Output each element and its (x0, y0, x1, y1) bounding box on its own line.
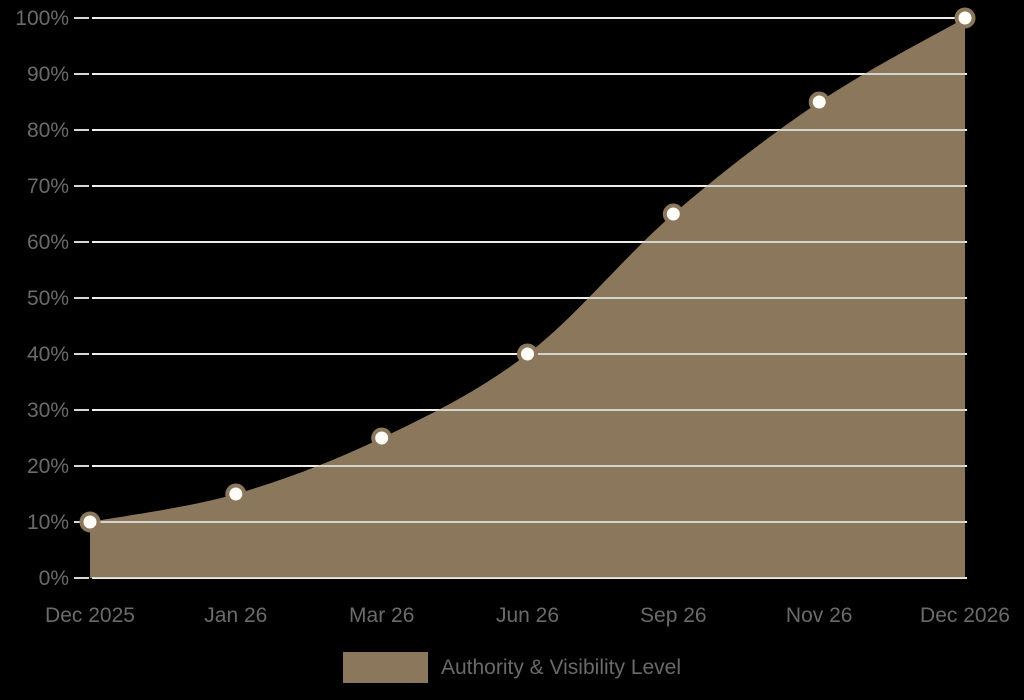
legend-label: Authority & Visibility Level (440, 655, 682, 679)
data-point-marker[interactable] (225, 483, 247, 505)
legend-item[interactable]: Authority & Visibility Level (0, 650, 1024, 684)
x-axis-label: Dec 2026 (920, 604, 1010, 627)
x-axis-label: Nov 26 (786, 604, 853, 627)
y-axis-label: 80% (27, 119, 69, 142)
y-axis-label: 10% (27, 511, 69, 534)
y-axis-label: 90% (27, 63, 69, 86)
x-axis-label: Dec 2025 (45, 604, 135, 627)
y-axis-label: 50% (27, 287, 69, 310)
x-axis-label: Sep 26 (640, 604, 707, 627)
data-point-marker[interactable] (808, 91, 830, 113)
data-point-marker[interactable] (79, 511, 101, 533)
x-axis-label: Jan 26 (204, 604, 267, 627)
y-axis-label: 100% (15, 7, 69, 30)
y-axis-label: 0% (39, 567, 69, 590)
y-axis-label: 30% (27, 399, 69, 422)
y-axis-label: 60% (27, 231, 69, 254)
y-axis-label: 20% (27, 455, 69, 478)
x-axis-label: Mar 26 (349, 604, 414, 627)
y-axis-label: 40% (27, 343, 69, 366)
area-series (90, 18, 965, 578)
data-point-marker[interactable] (517, 343, 538, 365)
legend-swatch (342, 651, 428, 683)
x-axis-label: Jun 26 (496, 604, 559, 627)
data-point-marker[interactable] (662, 203, 684, 225)
data-point-marker[interactable] (371, 427, 393, 449)
y-axis-label: 70% (27, 175, 69, 198)
data-point-marker[interactable] (954, 7, 976, 29)
